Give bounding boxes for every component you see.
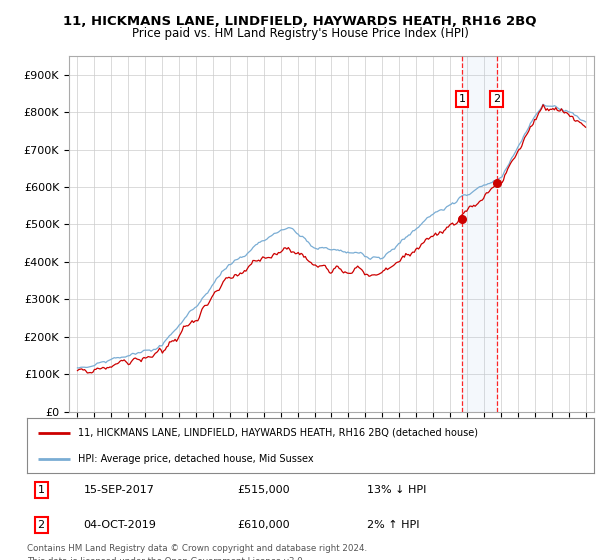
- Text: 2: 2: [38, 520, 45, 530]
- Text: 15-SEP-2017: 15-SEP-2017: [84, 485, 155, 495]
- Text: 2% ↑ HPI: 2% ↑ HPI: [367, 520, 420, 530]
- Text: 11, HICKMANS LANE, LINDFIELD, HAYWARDS HEATH, RH16 2BQ (detached house): 11, HICKMANS LANE, LINDFIELD, HAYWARDS H…: [78, 428, 478, 437]
- Text: £515,000: £515,000: [237, 485, 289, 495]
- Text: HPI: Average price, detached house, Mid Sussex: HPI: Average price, detached house, Mid …: [78, 454, 314, 464]
- Text: Contains HM Land Registry data © Crown copyright and database right 2024.
This d: Contains HM Land Registry data © Crown c…: [27, 544, 367, 560]
- Bar: [462, 56, 497, 412]
- Text: 1: 1: [38, 485, 44, 495]
- Text: 2: 2: [493, 94, 500, 104]
- Text: 11, HICKMANS LANE, LINDFIELD, HAYWARDS HEATH, RH16 2BQ: 11, HICKMANS LANE, LINDFIELD, HAYWARDS H…: [63, 15, 537, 28]
- Text: Price paid vs. HM Land Registry's House Price Index (HPI): Price paid vs. HM Land Registry's House …: [131, 27, 469, 40]
- Text: 1: 1: [458, 94, 466, 104]
- Text: 13% ↓ HPI: 13% ↓ HPI: [367, 485, 427, 495]
- Text: £610,000: £610,000: [237, 520, 289, 530]
- Text: 04-OCT-2019: 04-OCT-2019: [84, 520, 157, 530]
